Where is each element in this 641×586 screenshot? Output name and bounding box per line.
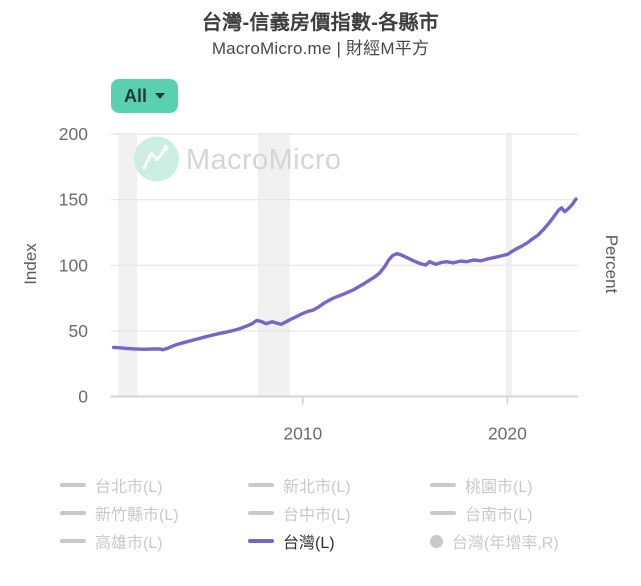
recession-band [118,133,138,396]
range-selector-label: All [124,85,148,106]
legend-line-swatch-icon [430,483,456,487]
legend-line-swatch-icon [430,511,456,515]
watermark-dot-icon [162,145,169,151]
y-tick-label: 150 [59,190,88,210]
watermark-text: MacroMicro [186,144,341,176]
watermark-zigzag-icon [142,147,167,170]
recession-band [505,133,512,396]
legend-item[interactable]: 新竹縣市(L) [60,499,248,527]
legend-label: 台北市(L) [95,479,163,496]
legend-item[interactable]: 桃園市(L) [430,471,641,499]
legend-line-swatch-icon [60,511,86,515]
legend-item[interactable]: 台灣(L) [248,527,430,555]
y-tick-label: 50 [69,321,89,341]
legend-line-swatch-icon [248,483,274,487]
y-tick-label: 100 [59,255,88,275]
left-axis-title: Index [21,243,40,285]
legend-item[interactable]: 高雄市(L) [60,527,248,555]
legend-circle-swatch-icon [430,534,443,548]
legend-item[interactable]: 台灣(年增率,R) [430,527,641,555]
legend-label: 台中市(L) [283,507,351,524]
legend-item[interactable]: 台中市(L) [248,499,430,527]
recession-band [258,133,290,396]
legend-line-swatch-icon [248,511,274,515]
legend-line-swatch-icon [60,539,86,543]
legend-item[interactable]: 台北市(L) [60,471,248,499]
legend-label: 台灣(L) [283,535,335,552]
legend-label: 桃園市(L) [465,479,533,496]
page-subtitle: MacroMicro.me | 財經M平方 [211,39,430,58]
legend-label: 台南市(L) [465,507,533,524]
legend-label: 高雄市(L) [95,535,163,552]
y-tick-label: 200 [59,124,88,144]
legend-item[interactable]: 新北市(L) [248,471,430,499]
legend-line-swatch-icon [60,483,86,487]
x-tick-label: 2010 [283,424,322,444]
y-tick-label: 0 [78,387,88,407]
x-tick-label: 2020 [488,424,527,444]
legend-item[interactable]: 台南市(L) [430,499,641,527]
page-title: 台灣-信義房價指數-各縣市 [201,12,440,34]
legend-line-swatch-icon [248,539,274,543]
legend: 台北市(L) 新北市(L) 桃園市(L) 新竹縣市(L) 台中市(L) 台南市(L) 高雄市… [0,471,641,555]
legend-label: 新竹縣市(L) [95,507,179,524]
caret-down-icon [155,93,166,99]
range-selector-button[interactable]: All [111,79,179,113]
legend-label: 新北市(L) [283,479,351,496]
right-axis-title: Percent [602,235,621,294]
legend-label: 台灣(年增率,R) [452,535,559,552]
series-line-taiwan [111,197,578,352]
